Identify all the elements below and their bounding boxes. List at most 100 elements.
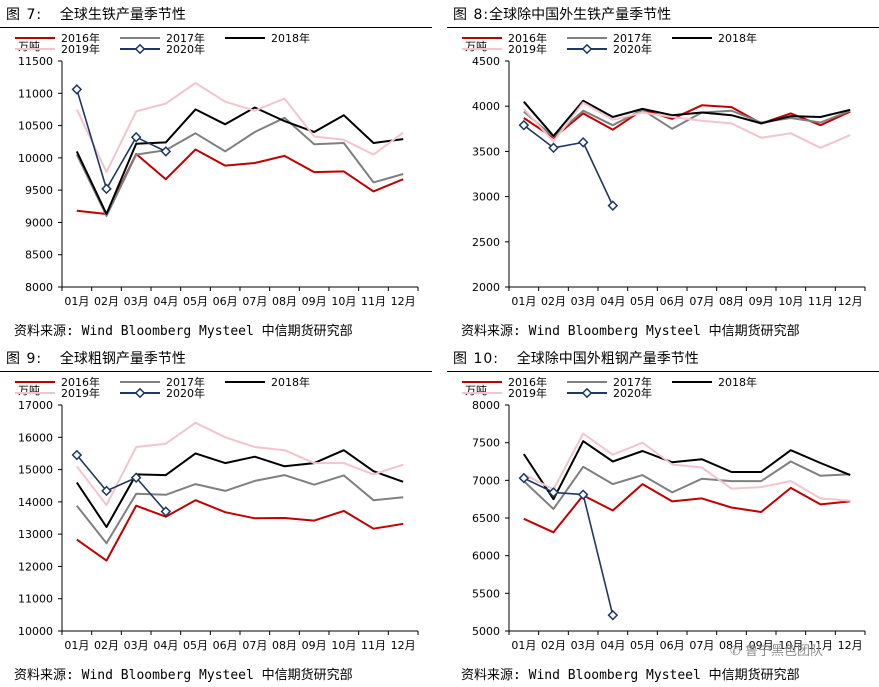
legend-item: 2019年 <box>462 386 547 400</box>
x-tick-label: 02月 <box>541 639 566 652</box>
title-rule <box>447 27 879 28</box>
y-tick-label: 6500 <box>472 512 500 525</box>
series-line-2020 <box>523 124 614 206</box>
y-tick-label: 8500 <box>25 249 53 262</box>
x-tick-label: 06月 <box>213 295 238 308</box>
y-axis-unit: 万吨 <box>465 40 487 53</box>
legend-label: 2017年 <box>166 375 205 389</box>
legend-item: 2019年 <box>462 42 547 56</box>
y-tick-label: 3000 <box>472 191 500 204</box>
x-tick-label: 06月 <box>660 295 685 308</box>
x-tick-label: 09月 <box>749 295 774 308</box>
figure-title: 图 10: 全球除中国外粗钢产量季节性 <box>453 348 699 368</box>
y-tick-label: 14000 <box>18 496 53 509</box>
series-line-2016 <box>76 499 404 562</box>
data-point-2020 <box>577 137 589 148</box>
x-tick-label: 04月 <box>153 295 178 308</box>
y-tick-label: 11000 <box>18 87 53 100</box>
x-tick-label: 11月 <box>808 639 833 652</box>
data-point-2020 <box>518 119 530 131</box>
y-tick-label: 8000 <box>472 399 500 412</box>
x-tick-label: 02月 <box>94 295 119 308</box>
series-line-2017 <box>75 116 404 217</box>
x-tick-label: 09月 <box>302 295 327 308</box>
y-tick-label: 9500 <box>25 184 53 197</box>
y-tick-label: 7500 <box>472 437 500 450</box>
series-line-2016 <box>76 148 404 215</box>
x-tick-label: 04月 <box>600 639 625 652</box>
series-line-2018 <box>75 106 404 215</box>
data-point-2020 <box>101 183 112 195</box>
series-line-2019 <box>75 82 404 174</box>
legend-item: 2016年 <box>15 31 100 45</box>
y-tick-label: 5500 <box>472 587 500 600</box>
series-line-2017 <box>523 460 851 510</box>
y-tick-label: 7000 <box>472 474 500 487</box>
series-line-2017 <box>76 474 404 545</box>
y-axis-unit: 万吨 <box>18 40 40 53</box>
legend-marker <box>581 387 593 399</box>
x-tick-label: 12月 <box>838 639 863 652</box>
legend-item: 2017年 <box>120 31 205 45</box>
x-tick-label: 06月 <box>213 639 238 652</box>
legend-item: 2016年 <box>462 375 547 389</box>
data-point-2020 <box>548 142 559 154</box>
figure-title: 图 8:全球除中国外生铁产量季节性 <box>453 4 671 24</box>
x-tick-label: 02月 <box>541 295 566 308</box>
x-tick-label: 11月 <box>361 295 386 308</box>
legend-item: 2019年 <box>15 386 100 400</box>
x-tick-label: 04月 <box>600 295 625 308</box>
x-tick-label: 07月 <box>242 295 267 308</box>
legend-label: 2017年 <box>166 31 205 45</box>
x-tick-label: 09月 <box>749 639 774 652</box>
legend-item: 2019年 <box>15 42 100 56</box>
series-line-2018 <box>523 99 851 137</box>
x-tick-label: 07月 <box>689 295 714 308</box>
x-tick-label: 10月 <box>331 639 356 652</box>
watermark: ✆ 鲁宁黑色团队 <box>730 640 823 659</box>
chart-title: 全球生铁产量季节性 <box>59 7 186 23</box>
legend-label: 2018年 <box>271 375 310 389</box>
x-tick-label: 01月 <box>511 295 536 308</box>
chart-panel-fig9: 图 9: 全球粗钢产量季节性 万吨 2016年 2017年 2018年 2019年 202… <box>0 344 432 684</box>
x-tick-label: 07月 <box>689 639 714 652</box>
legend-label: 2019年 <box>61 386 100 400</box>
y-tick-label: 4000 <box>472 100 500 113</box>
data-point-2020 <box>577 489 589 500</box>
x-tick-label: 12月 <box>391 639 416 652</box>
legend-item: 2017年 <box>567 375 652 389</box>
figure-title: 图 9: 全球粗钢产量季节性 <box>6 348 186 368</box>
legend-item: 2020年 <box>120 42 205 56</box>
series-line-2018 <box>522 440 851 501</box>
x-tick-label: 09月 <box>302 639 327 652</box>
legend-label: 2016年 <box>508 375 547 389</box>
line-chart: 万吨 2016年 2017年 2018年 2019年 2020年 10000 11000 120… <box>15 375 419 652</box>
legend-label: 2020年 <box>613 42 652 56</box>
figure-title: 图 7: 全球生铁产量季节性 <box>6 4 186 24</box>
legend-marker <box>134 387 146 399</box>
x-tick-label: 03月 <box>571 639 596 652</box>
legend-label: 2018年 <box>718 31 757 45</box>
y-tick-label: 8000 <box>25 281 53 294</box>
wechat-icon: ✆ <box>730 644 741 659</box>
y-tick-label: 4500 <box>472 55 500 68</box>
legend-label: 2019年 <box>61 42 100 56</box>
legend-label: 2017年 <box>613 375 652 389</box>
x-tick-label: 12月 <box>391 295 416 308</box>
data-point-2020 <box>160 506 172 517</box>
y-tick-label: 6000 <box>472 550 500 563</box>
legend-marker <box>134 43 146 55</box>
series-line-2019 <box>76 421 404 507</box>
chart-panel-fig10: 图 10: 全球除中国外粗钢产量季节性 万吨 2016年 2017年 2018年 201… <box>447 344 879 684</box>
figure-label: 图 7: <box>6 7 43 23</box>
legend-item: 2018年 <box>225 375 310 389</box>
series-line-2016 <box>523 483 851 534</box>
x-tick-label: 10月 <box>778 295 803 308</box>
y-tick-label: 10000 <box>18 152 53 165</box>
legend-item: 2020年 <box>567 386 652 400</box>
y-tick-label: 10000 <box>18 625 53 638</box>
y-tick-label: 2000 <box>472 281 500 294</box>
x-tick-label: 01月 <box>511 639 536 652</box>
data-point-2020 <box>130 472 142 483</box>
y-tick-label: 13000 <box>18 528 53 541</box>
